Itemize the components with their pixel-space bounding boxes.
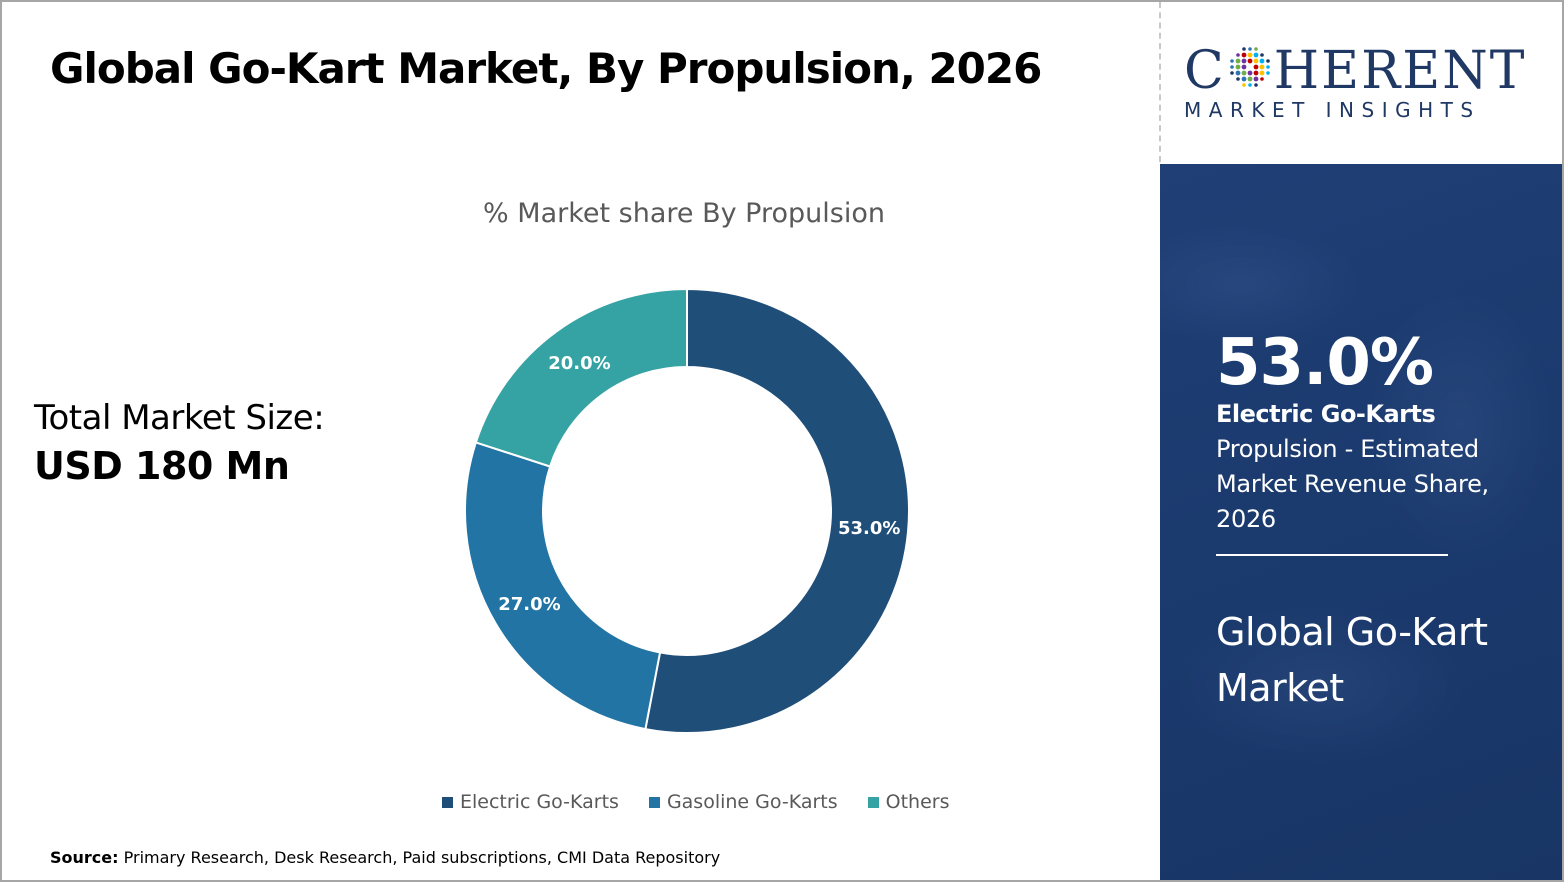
data-label-gasoline: 27.0% — [498, 594, 560, 615]
logo-dot — [1241, 83, 1246, 87]
logo-dot — [1253, 64, 1259, 70]
logo-dot — [1253, 76, 1259, 82]
legend-item-electric: Electric Go-Karts — [442, 791, 619, 813]
total-market-label: Total Market Size: — [34, 398, 325, 438]
logo-dot — [1253, 70, 1259, 76]
logo-dot — [1247, 83, 1252, 87]
logo-dot — [1235, 58, 1241, 64]
logo-dot — [1253, 58, 1259, 64]
logo-dot — [1235, 53, 1240, 57]
logo-dot — [1253, 47, 1258, 51]
logo-dot — [1229, 59, 1234, 63]
legend-label-others: Others — [885, 791, 950, 813]
logo-dot — [1241, 64, 1247, 70]
source-text: Primary Research, Desk Research, Paid su… — [123, 848, 721, 867]
logo-dot — [1247, 76, 1253, 82]
highlight-segment: Electric Go-Karts — [1216, 400, 1436, 428]
source-note: Source: Primary Research, Desk Research,… — [50, 848, 720, 867]
company-logo: C HERENT MARKET INSIGHTS — [1184, 40, 1544, 130]
total-market-value: USD 180 Mn — [34, 444, 290, 488]
logo-dot — [1235, 64, 1241, 70]
logo-dot — [1247, 58, 1253, 64]
logo-dot — [1265, 65, 1270, 69]
logo-dot — [1241, 76, 1247, 82]
legend-swatch-gasoline — [648, 796, 660, 808]
logo-dot — [1229, 65, 1234, 69]
logo-dot — [1253, 83, 1258, 87]
donut-chart: 53.0% 27.0% 20.0% — [464, 287, 910, 734]
logo-dot — [1247, 70, 1253, 76]
logo-dot — [1247, 52, 1253, 58]
highlight-percent: 53.0% — [1216, 326, 1434, 400]
slice-others — [474, 287, 688, 468]
logo-dot — [1259, 70, 1265, 76]
page-title: Global Go-Kart Market, By Propulsion, 20… — [50, 44, 1042, 93]
legend-label-electric: Electric Go-Karts — [460, 791, 619, 813]
legend-item-others: Others — [867, 791, 950, 813]
highlight-description: Propulsion - Estimated Market Revenue Sh… — [1216, 435, 1489, 533]
highlight-market-name: Global Go-Kart Market — [1216, 610, 1488, 710]
header-divider — [1159, 2, 1161, 162]
data-label-others: 20.0% — [548, 353, 610, 374]
panel-divider — [1216, 554, 1448, 556]
logo-dot — [1241, 58, 1247, 64]
logo-dot-pattern-icon — [1229, 47, 1270, 87]
logo-dot — [1241, 70, 1247, 76]
legend-label-gasoline: Gasoline Go-Karts — [666, 791, 838, 813]
legend-swatch-electric — [442, 796, 453, 808]
logo-dot — [1265, 71, 1270, 75]
highlight-panel: 53.0% Electric Go-Karts Propulsion - Est… — [1160, 164, 1562, 880]
slice-electric — [644, 287, 910, 734]
logo-dot — [1259, 58, 1265, 64]
logo-dot — [1229, 71, 1234, 75]
slice-gasoline — [464, 441, 662, 731]
logo-dot — [1265, 59, 1270, 63]
logo-dot — [1253, 52, 1259, 58]
legend-swatch-others — [867, 796, 879, 808]
logo-dot — [1235, 77, 1240, 81]
data-label-electric: 53.0% — [838, 518, 900, 539]
source-label: Source: — [50, 848, 119, 867]
chart-legend: Electric Go-Karts Gasoline Go-Karts Othe… — [442, 791, 950, 813]
logo-dot — [1235, 70, 1241, 76]
logo-dot — [1259, 53, 1264, 57]
logo-wordmark: C HERENT — [1184, 41, 1527, 101]
chart-title: % Market share By Propulsion — [483, 198, 885, 229]
logo-dot — [1259, 64, 1265, 70]
logo-dot — [1241, 52, 1247, 58]
logo-dot — [1247, 47, 1252, 51]
logo-dot — [1241, 47, 1246, 51]
panel-map-texture — [1160, 164, 1562, 880]
logo-tagline: MARKET INSIGHTS — [1184, 98, 1481, 122]
logo-dot — [1259, 77, 1264, 81]
legend-item-gasoline: Gasoline Go-Karts — [648, 791, 838, 813]
